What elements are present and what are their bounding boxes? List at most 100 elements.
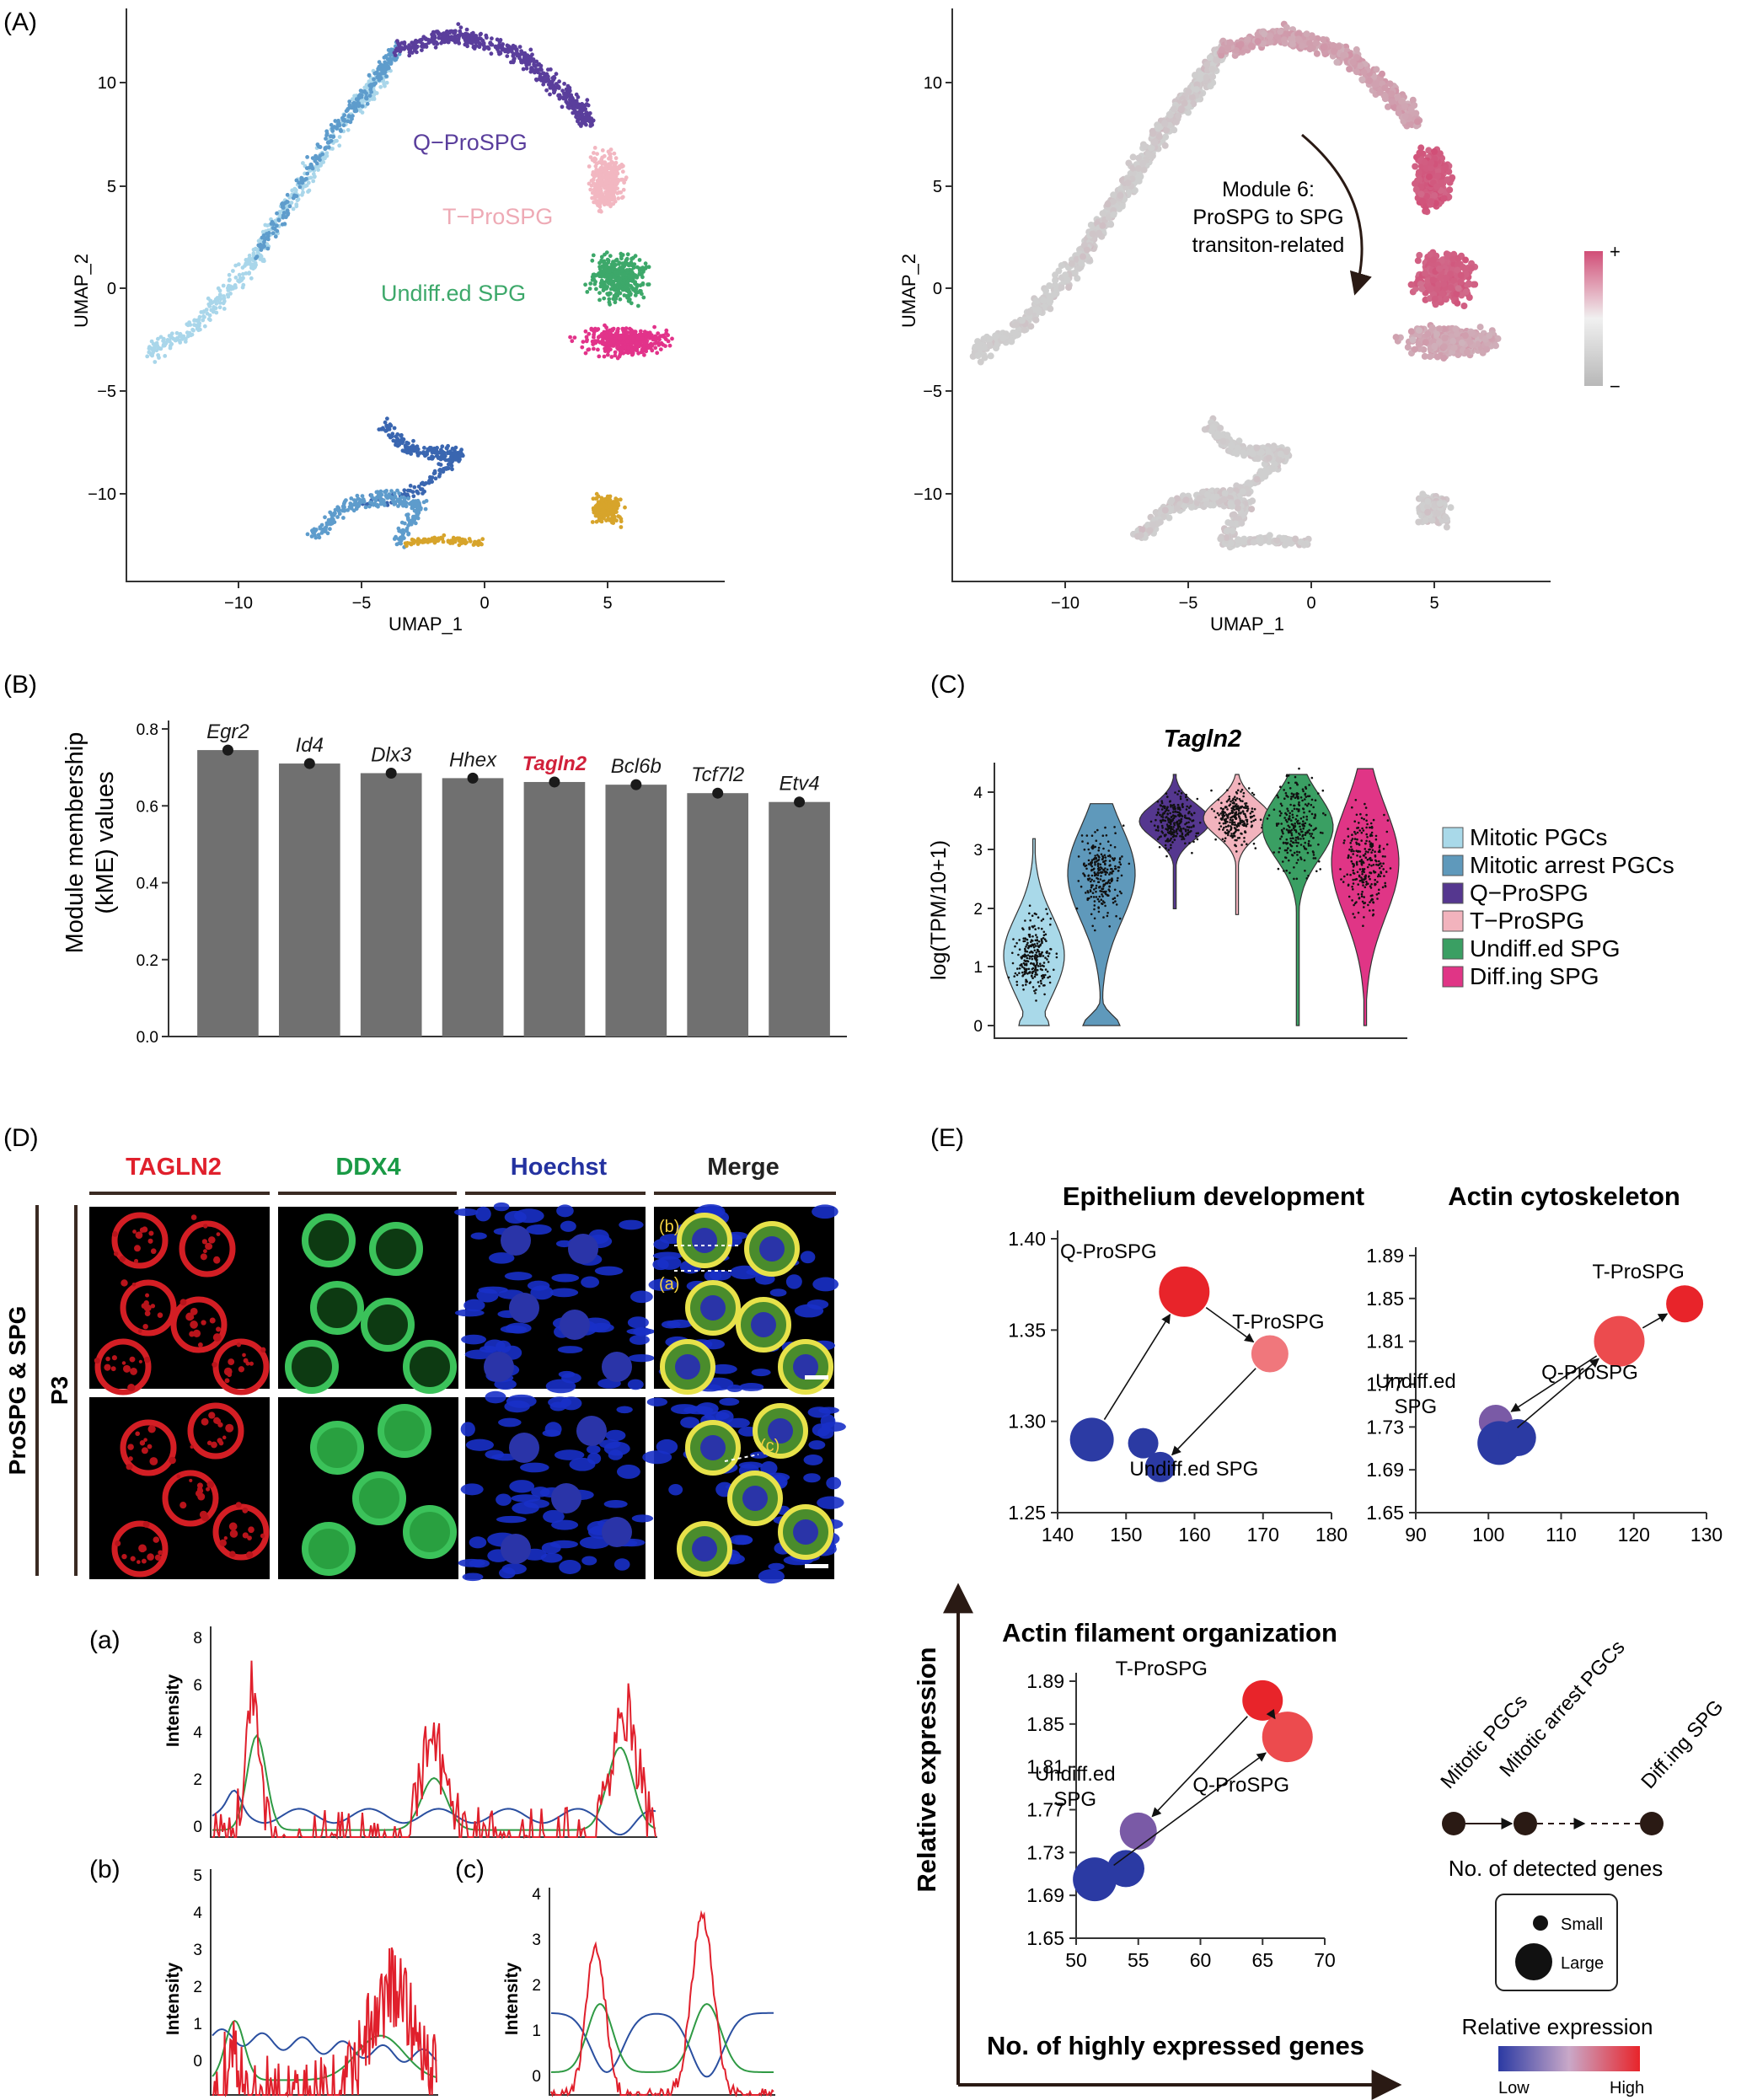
umap-cell xyxy=(163,354,168,358)
umap-cell xyxy=(240,285,245,290)
umap-cell xyxy=(385,425,389,430)
umap-cell xyxy=(607,198,612,203)
umap-cell xyxy=(605,277,609,282)
umap-cell xyxy=(1117,191,1124,199)
umap-cell xyxy=(656,331,661,335)
umap-cell xyxy=(399,433,404,437)
umap-cell xyxy=(599,332,604,336)
umap-cell xyxy=(605,180,610,185)
umap-cell xyxy=(642,340,646,345)
umap-cell xyxy=(457,41,462,46)
umap-cell xyxy=(394,48,399,52)
umap-cell xyxy=(188,323,193,327)
umap-cell xyxy=(624,326,629,331)
ytick: −5 xyxy=(923,383,942,401)
umap-cell xyxy=(1099,210,1106,217)
umap-cell xyxy=(390,434,394,439)
umap-cell xyxy=(624,350,629,355)
umap-cell xyxy=(1335,43,1342,51)
umap-cell xyxy=(639,329,643,334)
umap-cell xyxy=(1433,183,1440,190)
umap-cell xyxy=(587,331,592,336)
umap-cell xyxy=(597,291,602,295)
umap-cell xyxy=(441,539,446,544)
umap-cell xyxy=(637,258,642,262)
umap-cell xyxy=(335,138,339,143)
umap-right-xlabel: UMAP_1 xyxy=(1210,613,1284,635)
umap-cell xyxy=(395,439,399,443)
umap-cell xyxy=(392,491,397,496)
umap-cell xyxy=(337,143,342,148)
umap-cell xyxy=(254,254,260,259)
umap-cell xyxy=(1026,308,1034,315)
umap-cell xyxy=(576,104,581,109)
umap-cell xyxy=(1147,144,1155,152)
umap-cell xyxy=(610,520,614,525)
umap-cell xyxy=(652,324,656,329)
umap-cell xyxy=(457,34,462,39)
umap-cell xyxy=(593,163,598,169)
umap-cell xyxy=(639,266,644,271)
umap-cell xyxy=(455,536,460,541)
umap-cell xyxy=(554,72,559,77)
umap-cell xyxy=(1414,118,1421,126)
umap-cell xyxy=(590,520,595,524)
umap-cell xyxy=(607,297,612,302)
umap-cell xyxy=(208,318,212,323)
umap-cell xyxy=(231,269,235,273)
umap-cell xyxy=(639,350,644,355)
umap-cell xyxy=(585,98,590,103)
umap-cell xyxy=(597,340,603,345)
umap-cell xyxy=(591,272,596,277)
umap-cell xyxy=(1099,222,1106,229)
umap-cell xyxy=(310,156,315,161)
umap-cell xyxy=(342,500,347,504)
umap-cell xyxy=(541,78,546,83)
umap-cell xyxy=(613,170,619,175)
umap-cell xyxy=(401,437,406,442)
umap-cell xyxy=(333,511,337,516)
umap-cell xyxy=(521,67,526,72)
umap-cell xyxy=(618,297,623,302)
umap-cell xyxy=(217,301,222,305)
umap-cell xyxy=(375,490,380,495)
umap-cell xyxy=(442,35,447,39)
umap-cell xyxy=(604,325,608,330)
umap-cell xyxy=(1207,83,1214,90)
umap-cell xyxy=(217,305,222,310)
xtick: 0 xyxy=(1306,594,1315,613)
umap-cell xyxy=(323,515,327,520)
umap-cell xyxy=(464,42,469,46)
umap-cell xyxy=(437,35,442,40)
umap-cell xyxy=(384,63,388,67)
umap-cell xyxy=(391,499,395,504)
umap-cell xyxy=(384,495,389,499)
umap-cell xyxy=(383,429,388,433)
umap-cell xyxy=(612,197,617,201)
umap-cell xyxy=(333,119,338,123)
umap-cell xyxy=(413,42,417,46)
umap-cell xyxy=(622,346,627,351)
umap-cell xyxy=(592,185,597,190)
umap-cell xyxy=(477,40,482,46)
umap-cell xyxy=(592,151,596,155)
umap-cell xyxy=(552,90,556,95)
ytick: 10 xyxy=(98,74,116,93)
umap-cell xyxy=(443,458,448,463)
xtick: 5 xyxy=(1429,594,1439,613)
umap-cell xyxy=(603,287,608,291)
umap-cell xyxy=(423,506,428,512)
umap-cell xyxy=(643,266,648,271)
umap-cell xyxy=(611,266,616,271)
umap-cell xyxy=(1055,267,1063,275)
umap-cell xyxy=(367,73,372,78)
umap-cell xyxy=(655,351,660,356)
umap-cell xyxy=(604,261,609,266)
umap-cell xyxy=(1110,211,1117,218)
umap-cell xyxy=(328,527,332,532)
umap-cell xyxy=(442,40,447,45)
umap-cell xyxy=(1312,40,1320,47)
umap-cell xyxy=(1181,99,1188,107)
umap-cell xyxy=(537,62,542,67)
umap-cell xyxy=(1425,147,1433,154)
